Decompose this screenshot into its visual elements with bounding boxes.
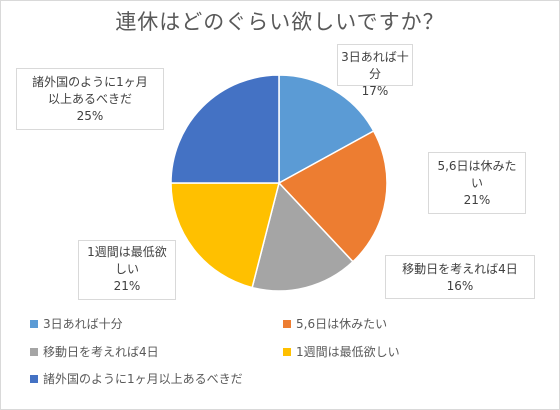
data-label-percent: 21% xyxy=(113,279,141,293)
data-label-percent: 21% xyxy=(463,193,491,207)
data-label-4days: 移動日を考えれば4日 16% xyxy=(385,255,535,299)
pie-slice-3days xyxy=(278,74,375,185)
data-label-1month: 諸外国のように1ヶ月 以上あるべきだ 25% xyxy=(16,68,164,130)
data-label-1week: 1週間は最低欲 しい 21% xyxy=(78,240,176,300)
data-label-category-line: 5,6日は休みた xyxy=(437,159,517,173)
data-label-category-line: 以上あるべきだ xyxy=(47,92,132,106)
pie-slice-4days xyxy=(251,181,354,292)
data-label-percent: 17% xyxy=(361,84,389,98)
data-label-percent: 25% xyxy=(76,109,104,123)
data-label-category-line: 1週間は最低欲 xyxy=(87,245,167,259)
data-label-category-line: 3日あれば十分 xyxy=(341,50,409,81)
pie-slice-56days xyxy=(277,129,388,263)
data-label-category-line: い xyxy=(470,176,483,190)
data-label-category-line: 諸外国のように1ヶ月 xyxy=(32,75,148,89)
data-label-category-line: 移動日を考えれば4日 xyxy=(402,262,518,276)
chart-title: 連休はどのぐらい欲しいですか？ xyxy=(115,10,445,34)
data-label-percent: 16% xyxy=(446,279,474,293)
data-label-56days: 5,6日は休みたい 21% xyxy=(428,152,526,214)
data-label-category-line: しい xyxy=(114,262,139,276)
data-label-3days: 3日あれば十分 17% xyxy=(337,44,413,98)
pie-slice-1month xyxy=(170,74,280,184)
pie-slice-1week xyxy=(170,182,280,289)
